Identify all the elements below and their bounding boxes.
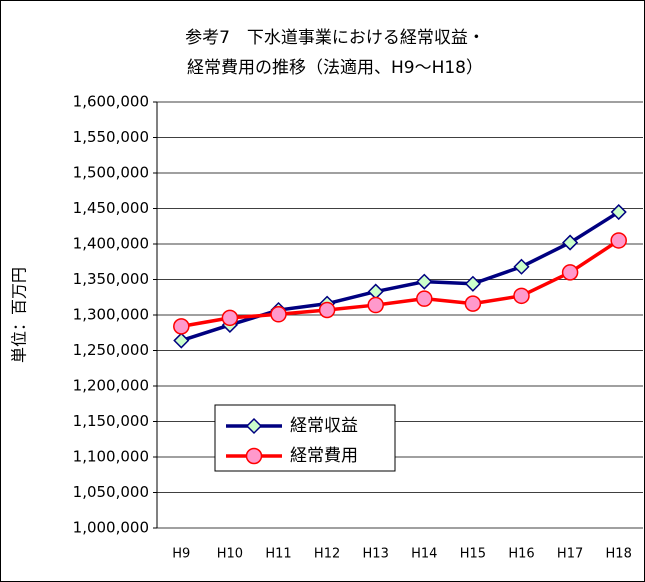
y-tick-label: 1,050,000 [73, 483, 149, 501]
point [610, 232, 627, 249]
x-tick-label: H9 [172, 547, 190, 562]
point [561, 264, 579, 281]
x-tick-label: H16 [508, 547, 534, 562]
x-tick-label: H15 [460, 547, 486, 562]
y-tick-label: 1,600,000 [73, 93, 149, 111]
x-tick-label: H10 [217, 547, 243, 562]
x-tick-label: H12 [314, 547, 340, 562]
point [464, 295, 482, 312]
point [245, 447, 263, 465]
chart-title: 経常費用の推移（法適用、H9～H18） [187, 58, 483, 78]
point [562, 234, 579, 251]
y-tick-label: 1,250,000 [73, 341, 149, 359]
y-tick-label: 1,450,000 [73, 199, 149, 217]
y-tick-label: 1,100,000 [73, 448, 149, 466]
y-tick-label: 1,200,000 [73, 377, 149, 395]
legend-label: 経常費用 [290, 446, 358, 466]
y-axis-label: 単位：百万円 [10, 267, 29, 363]
point [221, 309, 239, 327]
x-tick-label: H11 [265, 547, 291, 562]
y-tick-label: 1,150,000 [73, 412, 149, 430]
point [245, 417, 263, 435]
x-tick-label: H14 [411, 547, 437, 562]
y-tick-label: 1,350,000 [73, 270, 149, 288]
point [464, 275, 481, 292]
point [173, 332, 190, 349]
point [513, 258, 530, 275]
point [416, 273, 433, 290]
y-tick-label: 1,500,000 [73, 164, 149, 182]
chart-title: 参考7 下水道事業における経常収益・ [185, 28, 485, 48]
x-tick-label: H13 [363, 547, 389, 562]
legend-box [214, 404, 396, 472]
y-tick-label: 1,300,000 [73, 306, 149, 324]
x-tick-label: H17 [557, 547, 583, 562]
y-tick-label: 1,550,000 [73, 128, 149, 146]
point [318, 301, 336, 319]
point [367, 296, 384, 314]
x-tick-label: H18 [606, 547, 632, 562]
series-line [180, 238, 620, 329]
point [610, 203, 627, 221]
point [173, 318, 190, 335]
point [270, 306, 287, 323]
y-tick-label: 1,000,000 [73, 519, 149, 537]
point [513, 287, 530, 305]
point [416, 290, 433, 307]
y-tick-label: 1,400,000 [73, 235, 149, 253]
legend-label: 経常収益 [290, 416, 358, 436]
